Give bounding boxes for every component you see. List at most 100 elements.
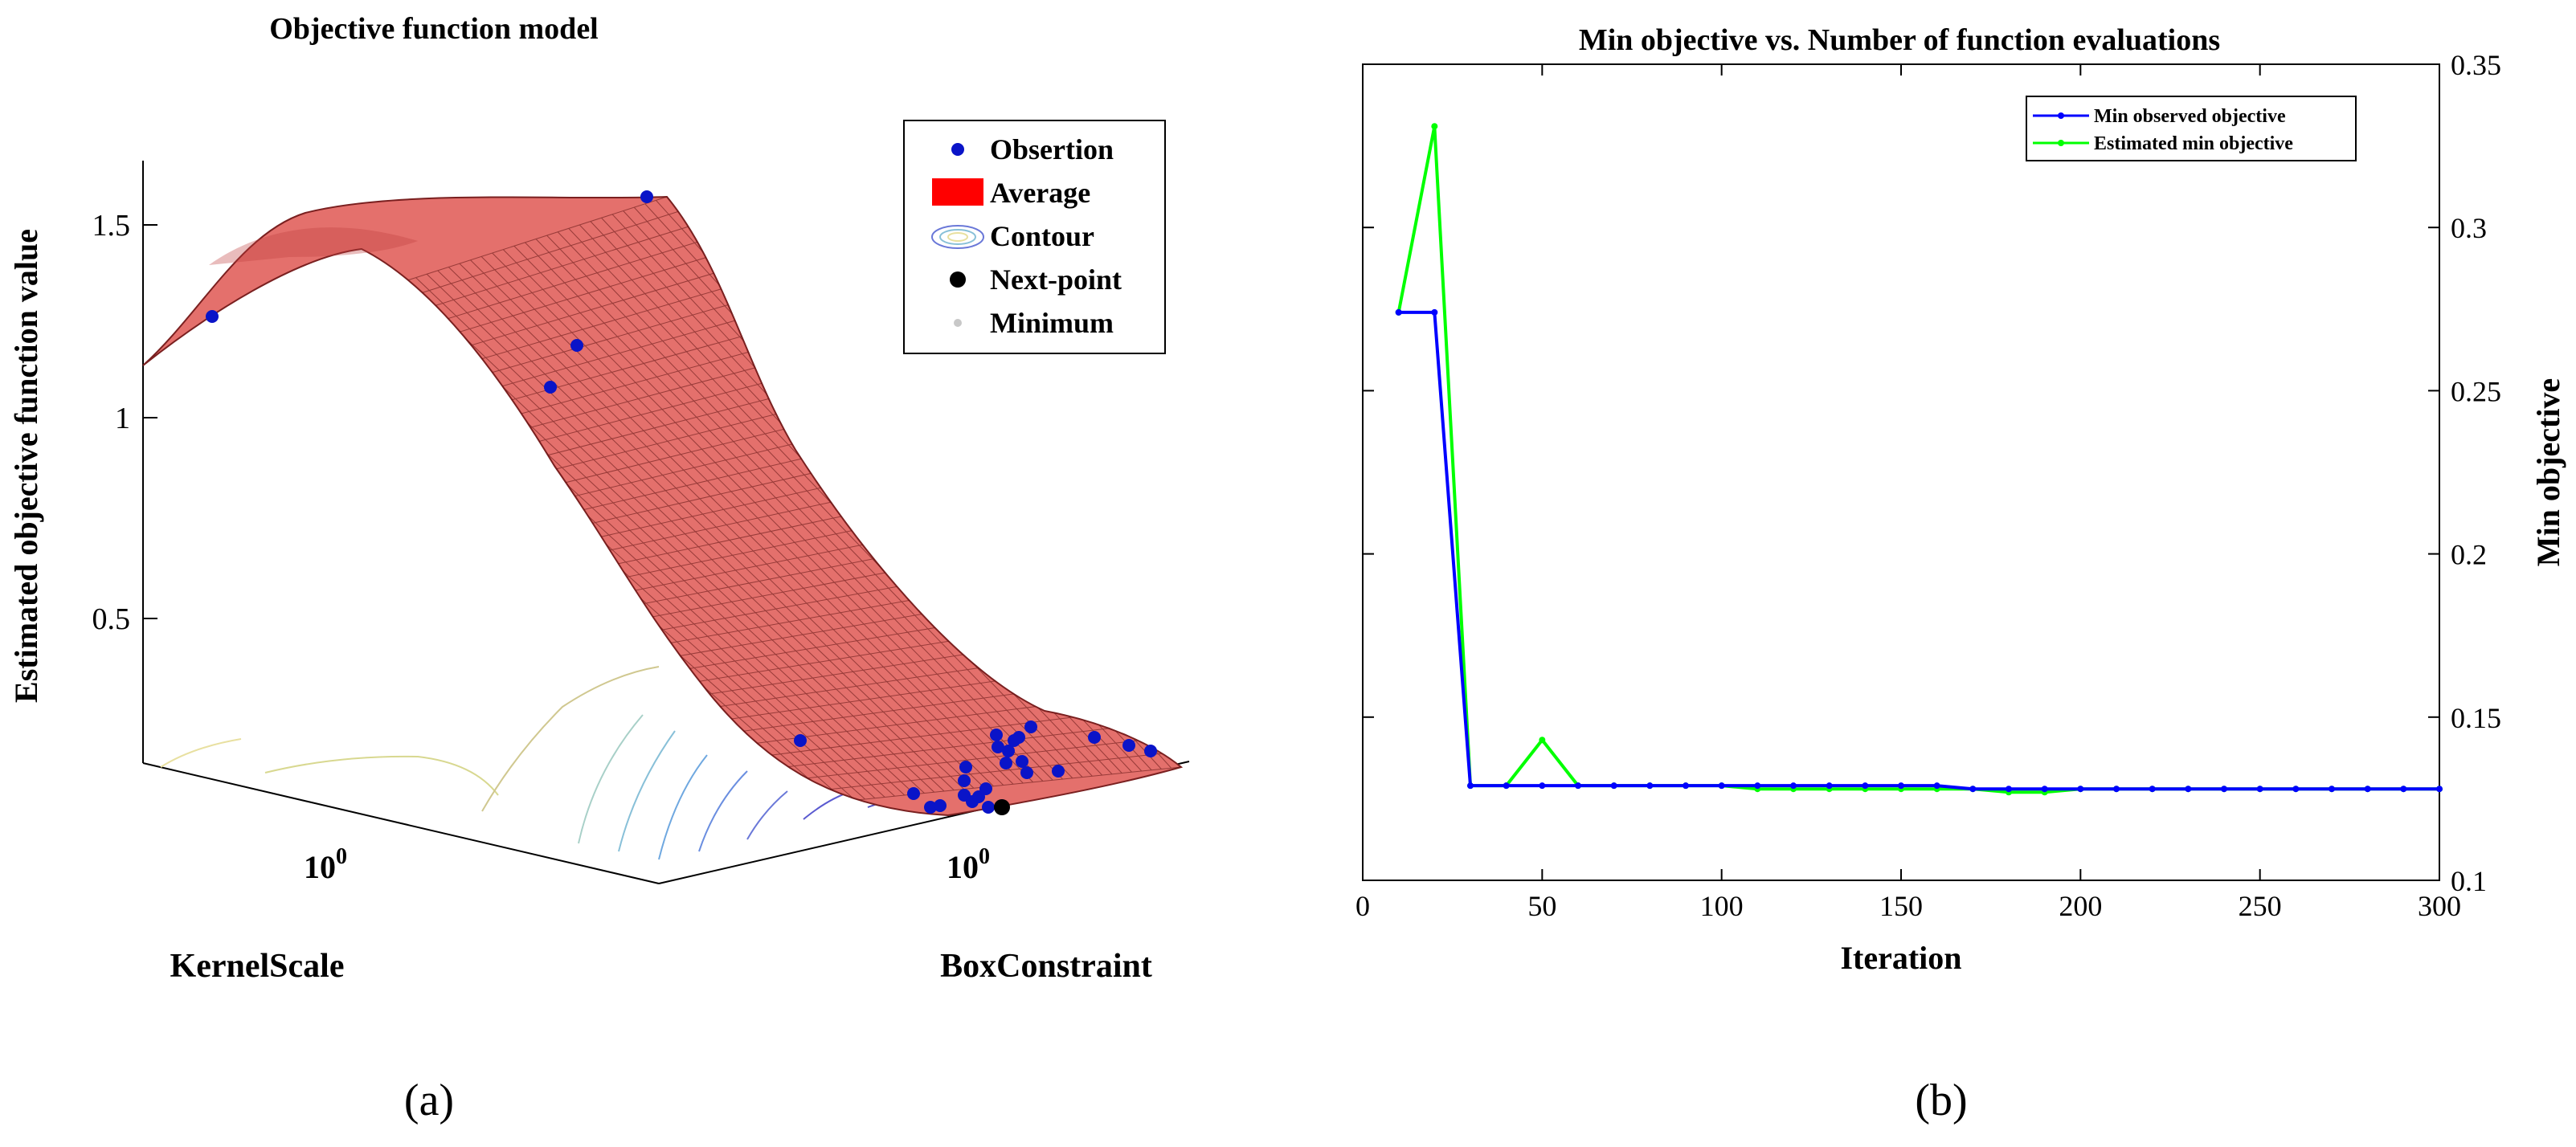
y-tick-label: 0.35 <box>2451 49 2501 81</box>
series-point-min-observed <box>1610 782 1617 790</box>
series-point-estimated-min <box>1539 737 1546 744</box>
y-tick-base: 10 <box>947 849 979 885</box>
y-tick-label: 0.25 <box>2451 375 2501 407</box>
series-point-min-observed <box>2256 786 2263 793</box>
series-point-min-observed <box>1933 782 1940 790</box>
series-line-min-observed <box>1398 310 2439 791</box>
observation-point <box>990 729 1003 741</box>
observation-point <box>1144 745 1157 757</box>
observation-point <box>1000 757 1012 769</box>
series-point-min-observed <box>2113 786 2120 793</box>
contour-line <box>264 755 499 796</box>
legend-observed-marker <box>2058 112 2064 119</box>
series-point-estimated-min <box>1431 123 1438 130</box>
panel-a-legend: Obsertion Average Contour Next-point Min… <box>903 120 1166 354</box>
observation-point <box>992 741 1004 753</box>
series-point-min-observed <box>2149 786 2156 793</box>
x-tick-label: 50 <box>1527 890 1556 922</box>
z-tick-label: 0.5 <box>92 602 131 636</box>
y-tick-label: 0.15 <box>2451 702 2501 734</box>
observation-point <box>958 774 971 787</box>
panel-b-series <box>1395 123 2443 796</box>
series-point-min-observed <box>1539 782 1546 790</box>
panel-a-ytick-label: 100 <box>947 844 990 885</box>
y-tick-label: 0.3 <box>2451 212 2487 244</box>
observation-point <box>982 801 995 814</box>
legend-average-swatch <box>932 178 983 206</box>
x-tick-base: 10 <box>304 849 336 885</box>
series-point-min-observed <box>1503 782 1510 790</box>
legend-minimum-label: Minimum <box>990 307 1114 339</box>
observation-point <box>1122 739 1135 752</box>
series-point-min-observed <box>1431 308 1438 316</box>
legend-estimated-marker <box>2058 140 2064 146</box>
x-tick-label: 250 <box>2239 890 2282 922</box>
series-point-min-observed <box>2006 786 2012 793</box>
series-point-min-observed <box>1754 782 1761 790</box>
series-point-min-observed <box>1395 308 1402 316</box>
z-tick-label: 1.5 <box>92 209 131 243</box>
y-tick-exp: 0 <box>979 844 990 869</box>
x-tick-label: 0 <box>1355 890 1370 922</box>
observation-point <box>979 782 992 795</box>
x-tick-label: 100 <box>1700 890 1744 922</box>
series-point-min-observed <box>2221 786 2227 793</box>
y-tick-label: 0.2 <box>2451 539 2487 571</box>
x-tick-label: 150 <box>1879 890 1923 922</box>
observation-point <box>1002 745 1015 757</box>
observation-point <box>1052 765 1065 778</box>
panel-a-z-ticks: 1.5 1 0.5 <box>92 209 157 636</box>
y-tick-label: 0.1 <box>2451 865 2487 897</box>
observation-point <box>1008 734 1020 747</box>
observation-point <box>1088 731 1101 744</box>
observation-point <box>924 801 937 814</box>
next-point-marker <box>994 799 1010 815</box>
series-point-min-observed <box>1969 786 1977 793</box>
observation-point <box>934 799 947 812</box>
contour-line <box>481 666 660 812</box>
series-point-min-observed <box>2077 786 2084 793</box>
series-point-min-observed <box>2292 786 2300 793</box>
legend-observation-label: Obsertion <box>990 133 1114 165</box>
panel-a-ylabel: BoxConstraint <box>940 948 1152 985</box>
series-point-min-observed <box>1467 782 1474 790</box>
legend-next-point-label: Next-point <box>990 263 1122 296</box>
legend-box <box>2026 96 2357 161</box>
panel-b-legend: Min observed objective Estimated min obj… <box>2026 96 2357 161</box>
z-tick-label: 1 <box>115 402 130 435</box>
panel-a-title: Objective function model <box>269 12 599 46</box>
series-point-min-observed <box>2436 786 2443 793</box>
panel-b-title: Min objective vs. Number of function eva… <box>1579 23 2220 57</box>
panel-a-xlabel: KernelScale <box>170 948 345 985</box>
contour-line <box>746 790 788 840</box>
contour-line <box>160 738 242 768</box>
x-tick-label: 200 <box>2059 890 2102 922</box>
panel-a: Objective function model 1.5 1 0.5 Estim… <box>8 12 1190 1125</box>
series-point-min-observed <box>2185 786 2192 793</box>
series-point-min-observed <box>2364 786 2371 793</box>
panel-a-xtick-label: 100 <box>304 844 347 885</box>
legend-average-label: Average <box>990 177 1090 209</box>
panel-a-kernel-axis-line <box>142 762 660 884</box>
legend-observation-marker <box>951 143 964 156</box>
series-point-min-observed <box>1862 782 1869 790</box>
contour-line <box>578 714 644 844</box>
observation-point <box>1016 755 1028 768</box>
x-tick-label: 300 <box>2418 890 2461 922</box>
observation-point <box>907 787 920 800</box>
legend-next-point-marker <box>950 271 966 288</box>
contour-line <box>698 770 748 852</box>
observation-point <box>544 381 557 394</box>
series-point-min-observed <box>1683 782 1689 790</box>
observation-point <box>1024 720 1037 733</box>
surface-ridge-shade <box>209 227 418 265</box>
series-point-min-observed <box>2400 786 2407 793</box>
series-point-min-observed <box>2329 786 2335 793</box>
x-tick-exp: 0 <box>336 844 347 869</box>
series-point-min-observed <box>1575 782 1581 790</box>
series-point-min-observed <box>2041 786 2048 793</box>
legend-contour-label: Contour <box>990 220 1094 252</box>
legend-observed-label: Min observed objective <box>2094 106 2286 127</box>
panel-b: Min objective vs. Number of function eva… <box>1355 23 2566 1125</box>
series-point-min-observed <box>1718 782 1725 790</box>
